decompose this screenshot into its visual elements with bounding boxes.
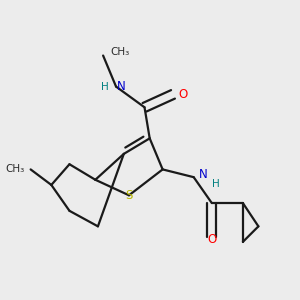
- Text: N: N: [199, 168, 208, 181]
- Text: H: H: [212, 178, 220, 189]
- Text: O: O: [178, 88, 188, 101]
- Text: CH₃: CH₃: [5, 164, 24, 174]
- Text: H: H: [100, 82, 108, 92]
- Text: N: N: [117, 80, 126, 93]
- Text: S: S: [125, 189, 133, 202]
- Text: CH₃: CH₃: [111, 46, 130, 57]
- Text: O: O: [207, 233, 216, 246]
